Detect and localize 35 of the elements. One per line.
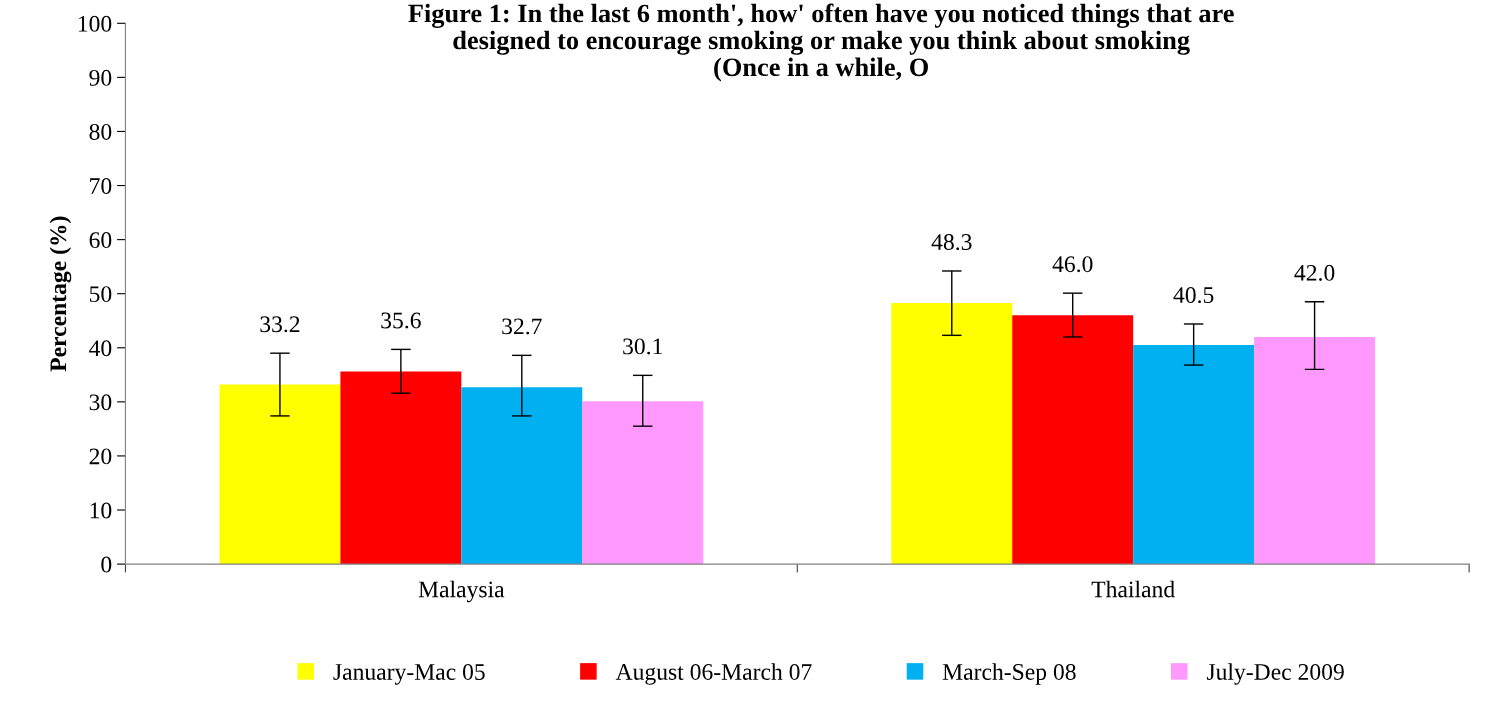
y-tick-label: 40 bbox=[89, 340, 112, 357]
bar bbox=[1254, 336, 1376, 565]
bar bbox=[461, 387, 583, 565]
y-tick-label: 50 bbox=[89, 286, 112, 303]
bar bbox=[1133, 345, 1255, 565]
data-label: 32.7 bbox=[502, 318, 542, 335]
chart-title: Figure 1: In the last 6 month', how' often have you noticed things that are designed to encourage smoking or make you think about smoking (Once in a while, O bbox=[408, 3, 1234, 82]
data-label: 35.6 bbox=[381, 312, 421, 329]
y-axis-title: Percentage (%) bbox=[49, 216, 72, 372]
legend-label: March-Sep 08 bbox=[942, 663, 1076, 685]
y-tick-label: 100 bbox=[78, 15, 112, 32]
y-tick-label: 30 bbox=[89, 394, 112, 411]
data-label: 46.0 bbox=[1052, 256, 1093, 273]
bar bbox=[219, 384, 341, 565]
bar bbox=[582, 401, 704, 565]
data-label: 40.5 bbox=[1173, 287, 1214, 304]
data-label: 42.0 bbox=[1294, 264, 1335, 281]
bar bbox=[340, 371, 462, 565]
x-tick-label: Thailand bbox=[1091, 580, 1175, 598]
y-tick-label: 70 bbox=[90, 178, 112, 194]
legend-label: July-Dec 2009 bbox=[1206, 663, 1344, 685]
y-tick-label: 80 bbox=[89, 123, 112, 140]
y-tick-label: 60 bbox=[89, 232, 112, 249]
y-tick-label: 90 bbox=[89, 69, 112, 86]
legend-label: January-Mac 05 bbox=[333, 663, 485, 685]
data-label: 48.3 bbox=[931, 234, 972, 251]
bar bbox=[891, 302, 1013, 565]
y-tick-label: 10 bbox=[90, 502, 112, 519]
data-label: 33.2 bbox=[260, 316, 300, 333]
x-tick-label: Malaysia bbox=[418, 580, 505, 603]
y-tick-label: 20 bbox=[89, 448, 112, 465]
data-label: 30.1 bbox=[623, 338, 662, 355]
bar bbox=[1012, 315, 1134, 565]
legend-label: August 06-March 07 bbox=[615, 663, 812, 685]
y-tick-label: 0 bbox=[101, 556, 112, 573]
